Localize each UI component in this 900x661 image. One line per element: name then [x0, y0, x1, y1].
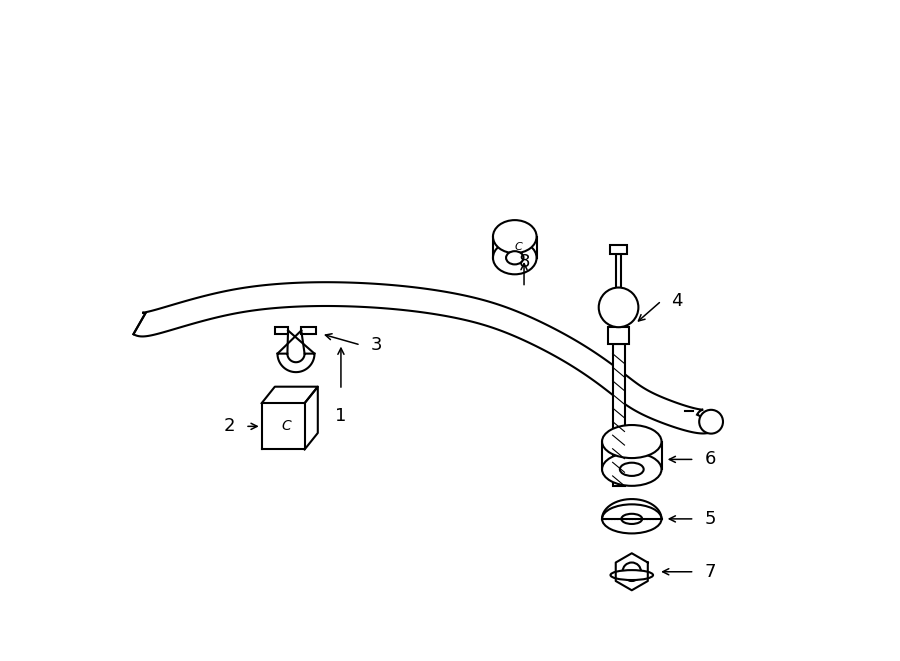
- Polygon shape: [133, 282, 718, 434]
- Circle shape: [699, 410, 723, 434]
- Ellipse shape: [610, 570, 653, 580]
- Ellipse shape: [621, 514, 643, 524]
- Text: 3: 3: [371, 336, 382, 354]
- Ellipse shape: [602, 453, 662, 486]
- Text: C: C: [282, 419, 292, 434]
- FancyBboxPatch shape: [613, 344, 625, 486]
- Ellipse shape: [506, 251, 524, 264]
- Ellipse shape: [493, 241, 536, 274]
- Ellipse shape: [493, 220, 536, 253]
- Polygon shape: [302, 327, 317, 334]
- Circle shape: [623, 563, 641, 581]
- Text: 5: 5: [705, 510, 716, 528]
- Text: C: C: [514, 242, 522, 253]
- Bar: [608, 327, 629, 344]
- Bar: [610, 245, 626, 254]
- Text: 8: 8: [518, 253, 530, 271]
- Bar: [616, 254, 621, 288]
- Text: 4: 4: [671, 292, 683, 310]
- Ellipse shape: [602, 425, 662, 458]
- Circle shape: [598, 288, 638, 327]
- Text: 2: 2: [224, 417, 235, 436]
- Ellipse shape: [620, 463, 643, 476]
- Polygon shape: [277, 354, 314, 372]
- Text: 7: 7: [705, 563, 716, 581]
- Text: 1: 1: [335, 407, 346, 424]
- Text: 6: 6: [705, 450, 716, 469]
- Polygon shape: [274, 327, 288, 334]
- Ellipse shape: [602, 504, 662, 533]
